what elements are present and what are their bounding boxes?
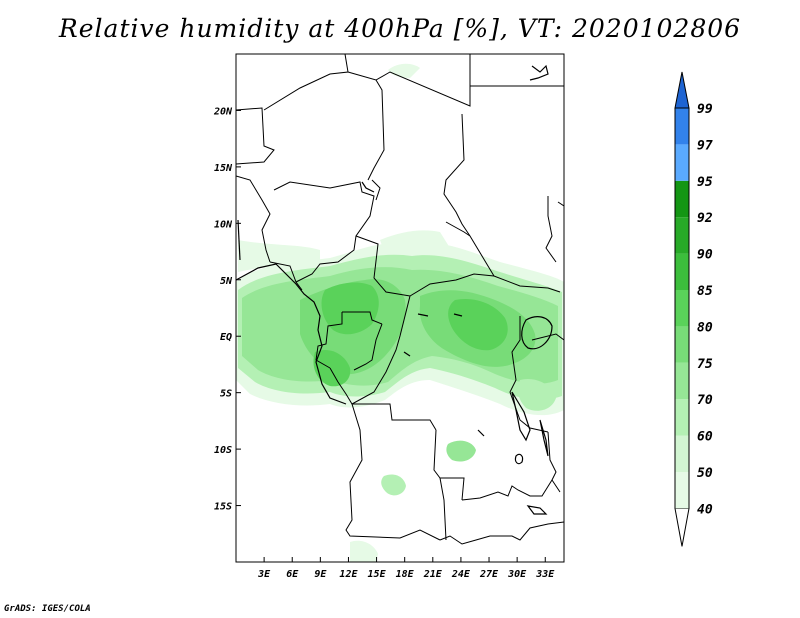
lat-tick-label: EQ	[220, 332, 232, 343]
lon-tick-label: 18E	[396, 569, 415, 580]
colorbar-segment	[675, 180, 689, 218]
colorbar-segment	[675, 253, 689, 290]
lat-tick-label: 5N	[220, 276, 233, 287]
lakes	[236, 64, 553, 515]
colorbar-label: 75	[697, 357, 713, 372]
lat-tick-label: 15S	[214, 502, 232, 513]
colorbar-segment	[675, 362, 689, 400]
lon-tick-label: 12E	[339, 569, 358, 580]
colorbar-segment	[675, 108, 689, 145]
colorbar-label: 97	[697, 138, 713, 153]
chart-title: Relative humidity at 400hPa [%], VT: 202…	[58, 14, 742, 43]
lat-tick-label: 5S	[220, 389, 232, 400]
lon-tick-label: 15E	[368, 569, 387, 580]
colorbar-label: 80	[697, 320, 713, 335]
colorbar-label: 99	[697, 102, 713, 117]
colorbar-segment	[674, 71, 690, 109]
lon-tick-label: 30E	[507, 569, 527, 580]
lon-tick-label: 24E	[451, 569, 471, 580]
lat-tick-label: 10S	[214, 445, 232, 456]
colorbar-segment	[675, 326, 689, 363]
colorbar-label: 92	[697, 211, 713, 226]
lon-tick-label: 3E	[257, 569, 271, 580]
lat-tick-label: 20N	[213, 106, 233, 117]
colorbar-label: 40	[697, 502, 713, 517]
lon-tick-label: 21E	[423, 569, 443, 580]
lon-axis: 3E 6E 9E 12E 15E 18E 21E 24E 27E 30E 33E	[257, 557, 555, 580]
humidity-fill	[236, 63, 564, 562]
lon-tick-label: 9E	[314, 569, 327, 580]
lat-tick-label: 10N	[214, 219, 233, 230]
grads-credit: GrADS: IGES/COLA	[4, 604, 91, 614]
colorbar-label: 85	[697, 284, 713, 299]
lat-tick-label: 15N	[214, 163, 233, 174]
lon-tick-label: 27E	[479, 569, 499, 580]
map-frame	[235, 53, 565, 563]
colorbar-label: 90	[697, 248, 713, 263]
colorbar-label: 50	[697, 466, 713, 481]
colorbar-segment	[675, 399, 689, 436]
lon-tick-label: 6E	[286, 569, 299, 580]
colorbar-segment	[675, 144, 689, 181]
colorbar-segment	[675, 217, 689, 254]
colorbar-segment	[674, 507, 690, 547]
colorbar-label: 60	[697, 430, 713, 445]
colorbar-segment	[675, 435, 689, 472]
colorbar-label: 70	[697, 393, 713, 408]
colorbar-label: 95	[697, 175, 713, 190]
colorbar-segment	[675, 472, 689, 509]
lat-axis: 20N 15N 10N 5N EQ 5S 10S 15S	[213, 106, 241, 513]
colorbar: 40 50 60 70 75 80 85 90 92 95 97 99	[674, 71, 713, 547]
lon-tick-label: 33E	[535, 569, 555, 580]
colorbar-segment	[675, 290, 689, 327]
